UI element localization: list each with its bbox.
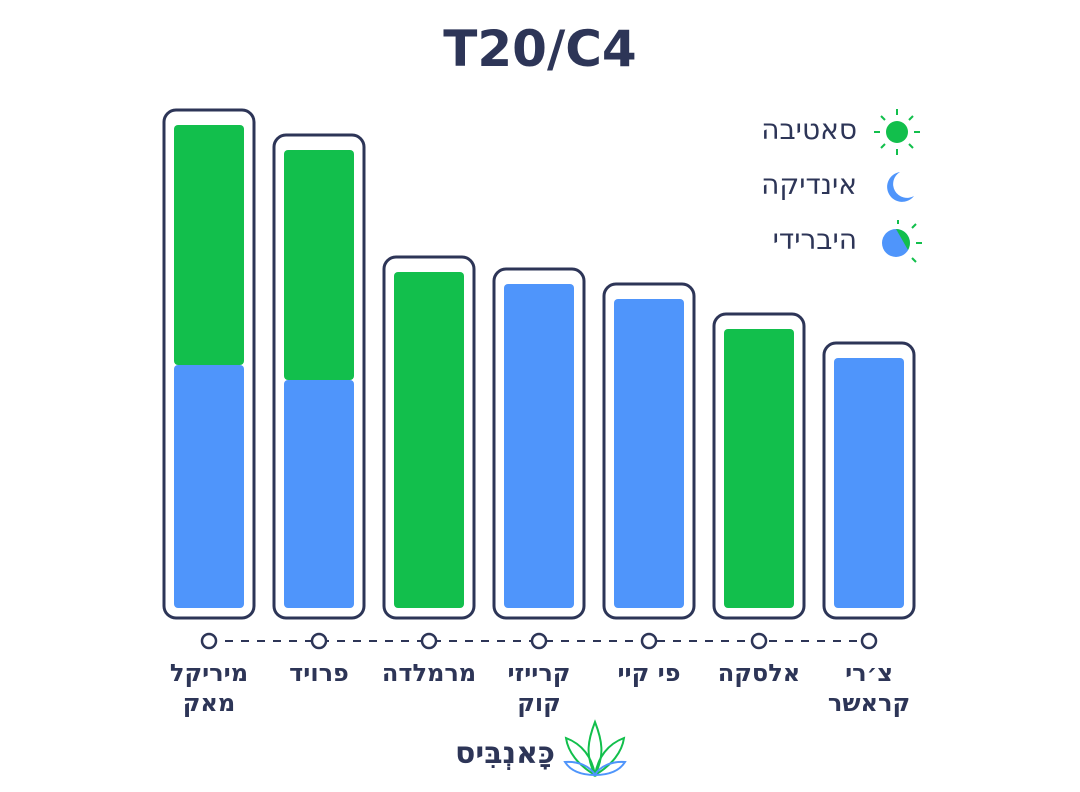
bar-segment <box>504 284 574 608</box>
axis-dot <box>200 632 218 650</box>
legend-label: סאטיבה <box>761 113 857 146</box>
x-tick-label: צ׳רי קראשר <box>827 659 911 717</box>
axis-dot <box>750 632 768 650</box>
bar-segment <box>614 299 684 608</box>
axis-dot <box>640 632 658 650</box>
x-tick-label: פרויד <box>289 659 349 687</box>
bar-segment <box>284 150 354 380</box>
brand: כָּאנְבִּיס <box>455 736 555 771</box>
x-tick-label: מרמלדה <box>381 659 477 687</box>
legend-icons <box>874 109 922 263</box>
chart-title: T20/C4 <box>443 20 637 78</box>
bar-segment <box>724 329 794 608</box>
x-tick-label: אלסקה <box>717 659 801 687</box>
logo-icon <box>563 719 627 778</box>
x-tick-label: פי קיי <box>617 659 681 687</box>
axis-dot <box>310 632 328 650</box>
legend-label: היברידי <box>772 223 857 256</box>
bar-segment <box>174 125 244 365</box>
legend-label: אינדיקה <box>761 168 857 201</box>
bar-segment <box>834 358 904 608</box>
x-tick-label: קרייזי קוק <box>507 659 571 717</box>
bar-segment <box>394 272 464 608</box>
axis-dot <box>530 632 548 650</box>
bar-segment <box>174 365 244 608</box>
x-tick-label: מיריקל מאק <box>169 659 249 717</box>
axis-dot <box>420 632 438 650</box>
bar-segment <box>284 380 354 608</box>
axis-dot <box>860 632 878 650</box>
